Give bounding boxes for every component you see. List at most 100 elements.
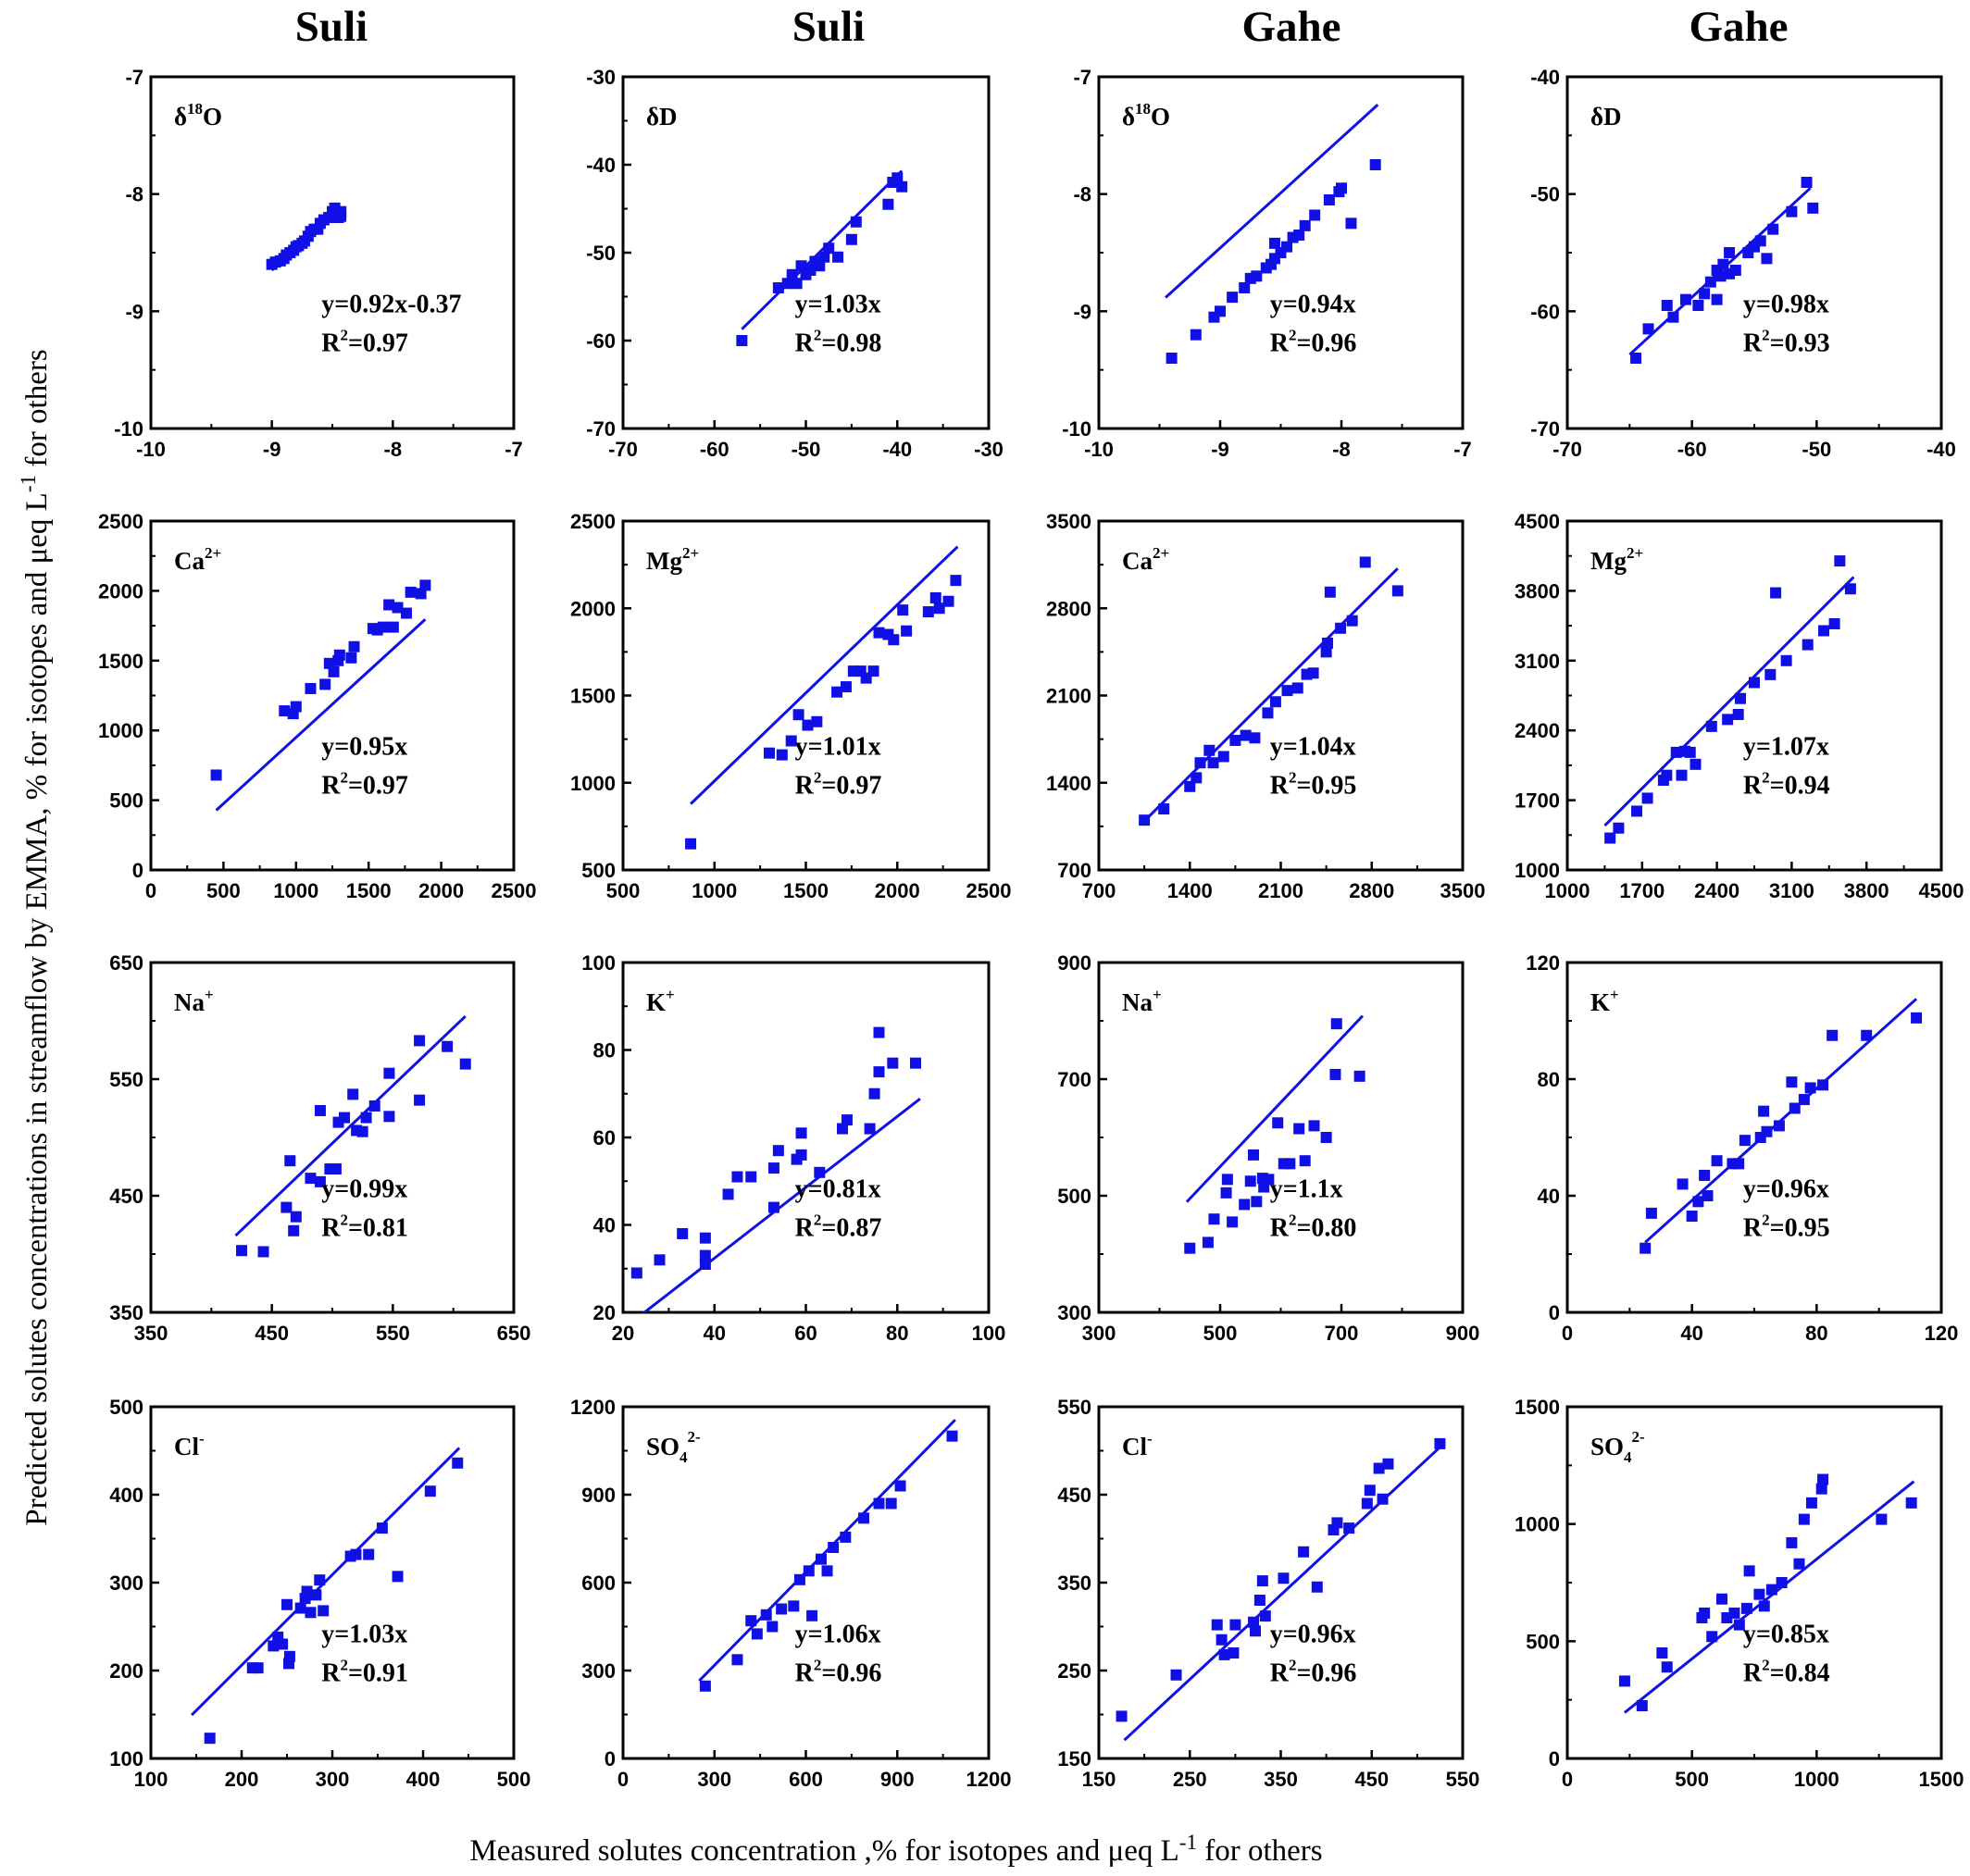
data-point <box>1773 1120 1785 1132</box>
panel-10: 20 40 60 80 100 20 40 60 80 100 K+ y=0.81x R2=0.87 <box>581 951 1005 1345</box>
y-tick-label: 40 <box>1538 1185 1560 1208</box>
panel-label: Cl- <box>1122 1430 1153 1460</box>
data-point <box>1618 1675 1630 1687</box>
data-point <box>792 709 804 721</box>
data-point <box>323 657 335 669</box>
data-point <box>1705 720 1717 732</box>
data-point <box>1218 1648 1230 1660</box>
data-point <box>345 652 357 664</box>
data-point <box>319 678 331 690</box>
x-tick-label: 80 <box>886 1322 908 1345</box>
plot-frame <box>621 75 991 430</box>
x-tick-label: 550 <box>376 1322 410 1345</box>
data-point <box>873 1066 885 1078</box>
y-tick-label: -70 <box>1530 417 1560 441</box>
data-point <box>1184 780 1196 792</box>
fit-equation: y=0.96x <box>1270 1621 1356 1649</box>
data-point <box>1739 1135 1751 1147</box>
plot-frame <box>1097 961 1465 1314</box>
x-tick-label: 80 <box>1805 1322 1827 1345</box>
y-tick-label: 0 <box>132 859 143 882</box>
y-tick-label: 60 <box>593 1126 616 1149</box>
data-point <box>1834 555 1846 567</box>
data-point <box>347 1088 359 1100</box>
data-point <box>699 1232 711 1244</box>
y-tick-label: -9 <box>1073 300 1091 323</box>
x-tick-label: 200 <box>225 1768 259 1791</box>
data-point <box>1702 1190 1714 1201</box>
x-tick-label: 400 <box>406 1768 441 1791</box>
x-tick-label: 350 <box>134 1322 168 1345</box>
fit-line <box>1143 567 1399 823</box>
data-point <box>1116 1710 1128 1722</box>
data-point <box>832 251 844 263</box>
data-point <box>383 1111 395 1123</box>
data-point <box>811 715 823 727</box>
data-point <box>795 1149 807 1161</box>
data-point <box>654 1254 666 1266</box>
data-point <box>1758 1105 1770 1117</box>
data-point <box>1630 353 1642 364</box>
x-tick-label: 500 <box>606 879 641 902</box>
x-tick-label: 650 <box>497 1322 531 1345</box>
data-point <box>376 1522 388 1534</box>
y-tick-label: 1000 <box>1515 1513 1560 1536</box>
panel-12: 0 40 80 120 0 40 80 120 K+ y=0.96x R2=0.95 <box>1526 951 1958 1345</box>
data-point <box>1656 1647 1668 1659</box>
data-point <box>1717 258 1729 270</box>
y-tick-label: 900 <box>581 1484 616 1507</box>
data-point <box>1308 1120 1320 1132</box>
data-point <box>1677 1178 1689 1190</box>
data-point <box>887 1057 899 1069</box>
data-point <box>1191 772 1203 784</box>
y-tick-label: 350 <box>109 1301 143 1324</box>
fit-equation: y=1.03x <box>795 291 881 319</box>
data-point <box>290 701 302 713</box>
data-point <box>1636 1700 1648 1711</box>
panel-7: 700 1400 2100 2800 3500 700 1400 2100 2800 3500 Ca… <box>1046 510 1485 902</box>
data-point <box>1765 1584 1777 1596</box>
data-point <box>1248 1616 1260 1628</box>
data-point <box>804 265 817 276</box>
data-point <box>1263 1174 1275 1186</box>
data-point <box>419 579 431 591</box>
data-point <box>802 719 814 731</box>
panel-4: -70 -60 -50 -40 -70 -60 -50 -40 δD y=0.98x R2=0.93 <box>1530 66 1956 461</box>
plot-frame <box>149 961 516 1314</box>
panel-8: 1000 1700 2400 3100 3800 4500 1000 1700 2400 3100… <box>1515 510 1964 902</box>
data-point <box>1804 1082 1816 1094</box>
data-point <box>310 1589 322 1601</box>
x-tick-label: 1700 <box>1619 879 1665 902</box>
data-point <box>281 1201 293 1213</box>
data-point <box>1311 1581 1323 1593</box>
y-tick-label: -7 <box>1073 66 1091 89</box>
y-tick-label: 900 <box>1057 951 1091 975</box>
x-tick-label: 300 <box>316 1768 350 1791</box>
r-squared: R2=0.96 <box>1270 1657 1357 1688</box>
y-tick-label: 40 <box>593 1214 616 1237</box>
data-point <box>314 1574 326 1586</box>
panel-label: Cl- <box>174 1430 205 1460</box>
y-tick-label: -50 <box>1530 183 1560 206</box>
data-point <box>1815 1483 1827 1495</box>
data-point <box>268 1640 280 1652</box>
data-point <box>405 586 417 598</box>
data-point <box>888 634 900 646</box>
data-point <box>1911 1012 1923 1024</box>
data-point <box>1786 1076 1798 1088</box>
r-squared: R2=0.81 <box>321 1211 408 1242</box>
data-point <box>1253 1595 1266 1606</box>
fit-equation: y=0.81x <box>795 1174 881 1203</box>
data-point <box>1692 300 1704 311</box>
data-point <box>1754 235 1766 247</box>
x-tick-label: 500 <box>497 1768 531 1791</box>
x-tick-label: -70 <box>1552 438 1582 461</box>
data-point <box>814 1166 826 1178</box>
data-point <box>1733 1619 1745 1631</box>
y-tick-label: 1000 <box>98 719 143 742</box>
data-point <box>1221 1174 1233 1186</box>
panel-6: 500 1000 1500 2000 2500 500 1000 1500 2000 2500 Mg… <box>570 510 1011 902</box>
x-tick-label: 1400 <box>1167 879 1213 902</box>
x-tick-label: 1200 <box>966 1768 1012 1791</box>
x-tick-label: -40 <box>882 438 912 461</box>
